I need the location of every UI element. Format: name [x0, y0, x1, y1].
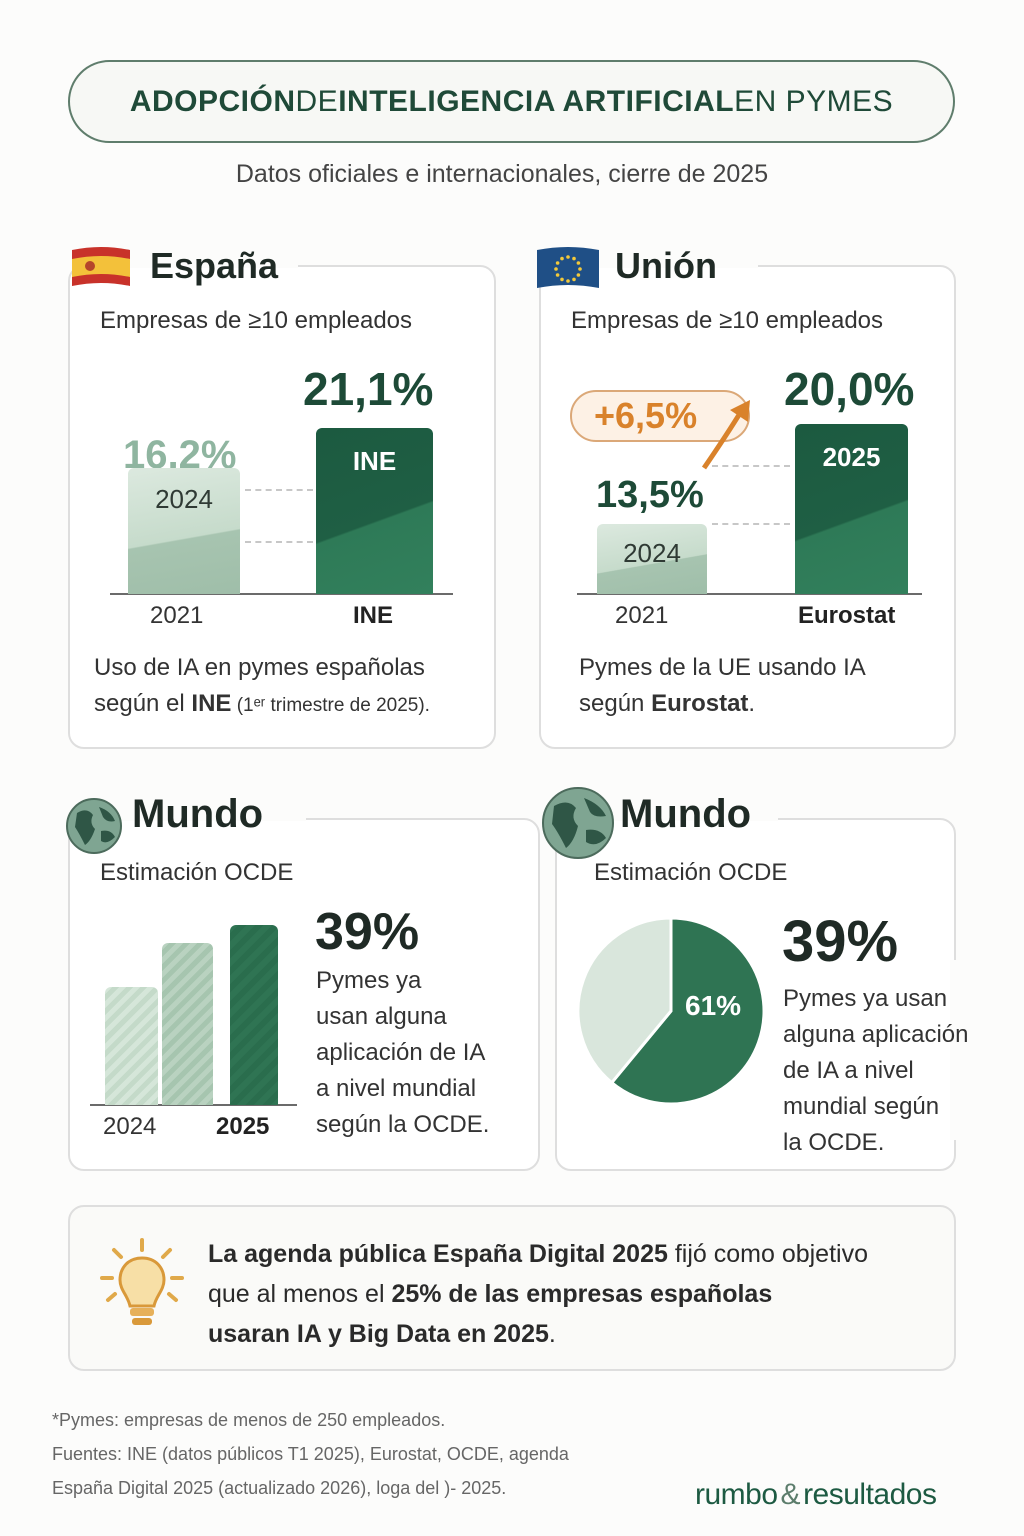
- agenda-bold: usaran IA y Big Data en 2025: [208, 1320, 549, 1348]
- eu-subtitle: Empresas de ≥10 empleados: [571, 307, 884, 334]
- bar: 2024: [128, 467, 240, 594]
- caption-text: Pymes de la UE usando IA: [579, 654, 866, 681]
- bar-label: INE: [352, 445, 397, 476]
- caption-bold: INE: [191, 690, 232, 717]
- bar-label: 2024: [623, 538, 681, 569]
- guide-line: [712, 465, 790, 467]
- agenda-text-part: que al menos el: [208, 1280, 392, 1308]
- caption-text: .: [748, 690, 756, 717]
- footnote: *Pymes: empresas de menos de 250 emplead…: [52, 1410, 446, 1430]
- x-tick-label: 2025: [216, 1113, 270, 1140]
- bar: [105, 986, 158, 1105]
- agenda-bold: La agenda pública España Digital 2025: [208, 1240, 668, 1268]
- world-pie-text: Pymes ya usan alguna aplicación de IA a …: [783, 981, 968, 1161]
- value-label: 13,5%: [596, 474, 704, 516]
- page-subtitle: Datos oficiales e internacionales, cierr…: [235, 160, 769, 188]
- x-tick-label: Eurostat: [798, 602, 896, 629]
- x-tick-label: 2021: [615, 602, 669, 629]
- world-bars-subtitle: Estimación OCDE: [100, 859, 294, 886]
- text-line: aplicación de IA: [316, 1039, 486, 1066]
- x-axis: [110, 593, 453, 595]
- arrow-up-icon: [701, 400, 750, 470]
- globe-icon: [542, 787, 614, 859]
- agenda-text-part: fijó como objetivo: [667, 1240, 868, 1268]
- text-line: mundial según: [783, 1093, 940, 1120]
- agenda-bold: 25% de las empresas españolas: [391, 1280, 773, 1308]
- title-part: INTELIGENCIA ARTIFICIAL: [338, 84, 735, 118]
- logo-text: rumbo: [695, 1478, 778, 1511]
- bar-label: 2024: [155, 483, 213, 514]
- eu-flag-icon: [537, 247, 599, 288]
- spain-subtitle: Empresas de ≥10 empleados: [100, 307, 413, 334]
- value-label: 20,0%: [784, 363, 915, 415]
- bar: [162, 943, 213, 1105]
- x-axis: [90, 1104, 297, 1106]
- agenda-text: La agenda pública España Digital 2025 fi…: [208, 1234, 868, 1354]
- logo-amp: &: [780, 1478, 801, 1511]
- world-pie-chart: [576, 916, 766, 1106]
- agenda-box: [68, 1205, 956, 1371]
- text-line: según la OCDE.: [316, 1111, 490, 1138]
- sources-line: Fuentes: INE (datos públicos T1 2025), E…: [52, 1444, 569, 1464]
- eu-title: Unión: [615, 245, 717, 286]
- title-part: EN PYMES: [734, 84, 894, 118]
- guide-line: [245, 541, 313, 543]
- bar: [230, 924, 278, 1105]
- world-bars-text: Pymes ya usan alguna aplicación de IA a …: [316, 963, 489, 1143]
- bar: 2025: [795, 423, 908, 594]
- page-title: ADOPCIÓN DE INTELIGENCIA ARTIFICIAL EN P…: [68, 60, 955, 143]
- spain-title: España: [150, 245, 279, 286]
- x-tick-label: 2024: [103, 1113, 157, 1140]
- caption-text: según el: [94, 690, 192, 717]
- x-axis: [577, 593, 922, 595]
- bar-label: 2025: [822, 441, 881, 472]
- spain-caption: Uso de IA en pymes españolas según el IN…: [94, 650, 430, 724]
- spain-flag-icon: [72, 247, 130, 286]
- caption-bold: Eurostat: [651, 690, 749, 717]
- title-part: DE: [295, 84, 339, 118]
- world-pie-title: Mundo: [620, 792, 752, 836]
- text-line: Pymes ya usan: [783, 985, 948, 1012]
- text-line: a nivel mundial: [316, 1075, 477, 1102]
- text-line: de IA a nivel: [783, 1057, 914, 1084]
- text-line: la OCDE.: [783, 1129, 885, 1156]
- caption-text: según: [579, 690, 652, 717]
- world-pie-big-value: 39%: [782, 909, 899, 974]
- eu-caption: Pymes de la UE usando IA según Eurostat.: [579, 650, 866, 722]
- world-bars-big-value: 39%: [315, 903, 420, 961]
- title-part: ADOPCIÓN: [129, 84, 296, 118]
- caption-small: (1ᵉʳ trimestre de 2025).: [231, 695, 430, 716]
- caption-text: Uso de IA en pymes españolas: [94, 654, 425, 681]
- pie-slice: [576, 916, 673, 1085]
- text-line: usan alguna: [316, 1003, 447, 1030]
- change-badge: +6,5%: [570, 390, 750, 442]
- lightbulb-icon: [100, 1238, 184, 1325]
- x-tick-label: 2021: [150, 602, 204, 629]
- text-line: Pymes ya: [316, 967, 422, 994]
- pie-slice-label: 61%: [685, 990, 742, 1021]
- x-tick-label: INE: [353, 602, 394, 629]
- bar: 2024: [597, 524, 707, 594]
- logo-text: resultados: [803, 1478, 937, 1511]
- sources-line: España Digital 2025 (actualizado 2026), …: [52, 1478, 507, 1498]
- text-line: alguna aplicación: [783, 1021, 969, 1048]
- guide-line: [712, 523, 790, 525]
- guide-line: [245, 489, 313, 491]
- pie-slice: [609, 916, 766, 1106]
- world-pie-subtitle: Estimación OCDE: [594, 859, 788, 886]
- globe-icon: [66, 798, 122, 854]
- agenda-text-part: .: [548, 1320, 556, 1348]
- brand-logo: rumbo & resultados: [695, 1478, 937, 1512]
- bar: INE: [316, 427, 433, 594]
- world-bars-title: Mundo: [132, 792, 264, 836]
- value-label: 21,1%: [303, 363, 434, 415]
